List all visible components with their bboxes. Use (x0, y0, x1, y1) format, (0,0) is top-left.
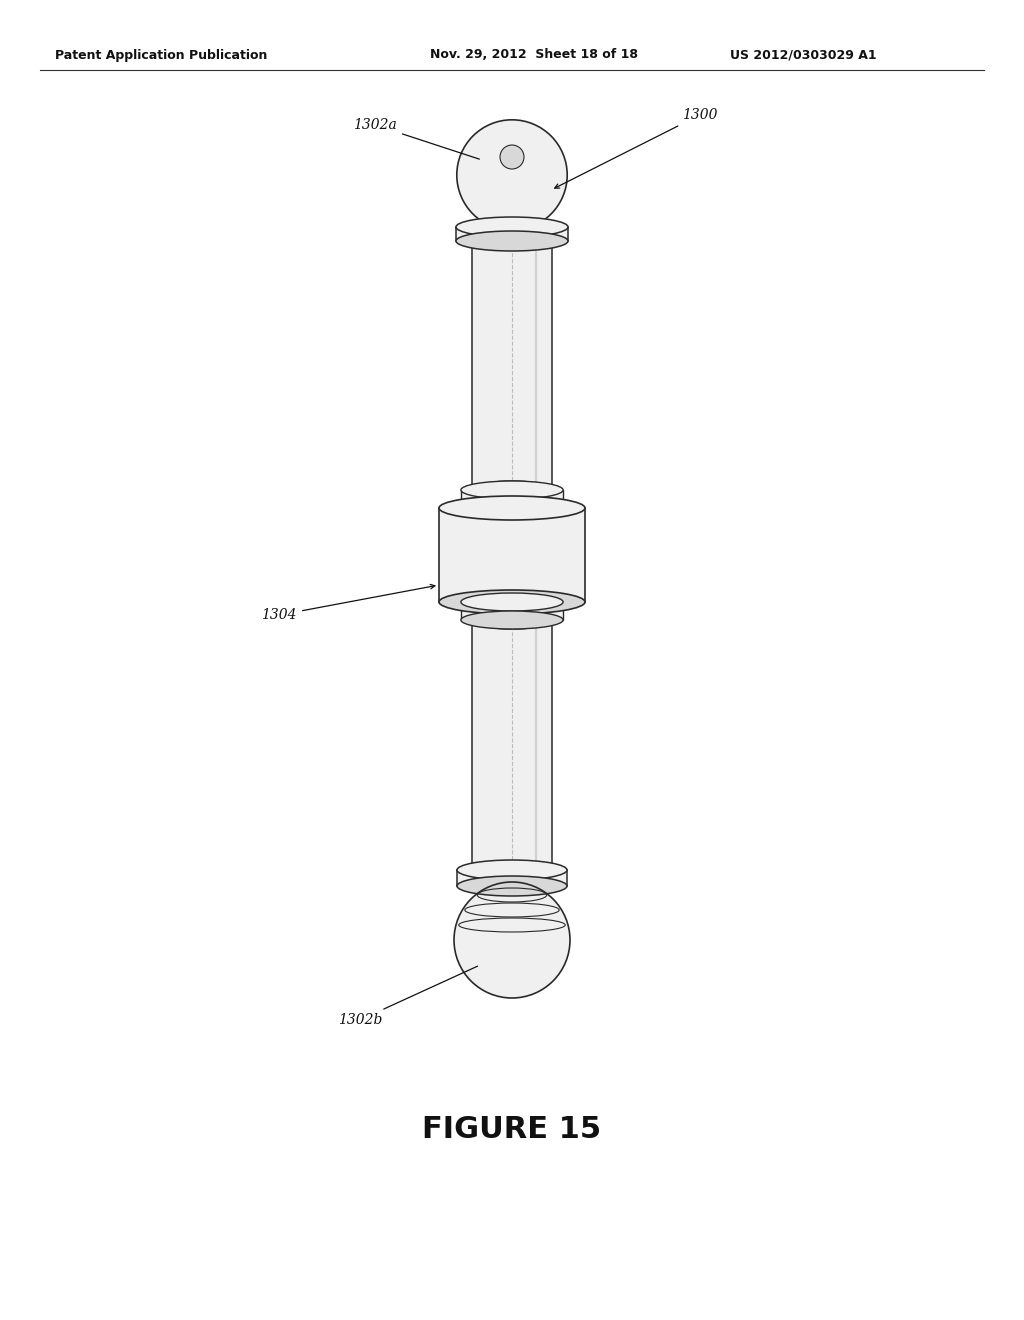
Text: 1304: 1304 (261, 585, 435, 622)
Circle shape (457, 120, 567, 230)
Ellipse shape (461, 499, 563, 517)
Ellipse shape (456, 231, 568, 251)
Text: Nov. 29, 2012  Sheet 18 of 18: Nov. 29, 2012 Sheet 18 of 18 (430, 49, 638, 62)
Ellipse shape (457, 876, 567, 896)
Ellipse shape (439, 496, 585, 520)
Text: US 2012/0303029 A1: US 2012/0303029 A1 (730, 49, 877, 62)
Ellipse shape (439, 590, 585, 614)
Bar (439, 508, 585, 602)
Text: Patent Application Publication: Patent Application Publication (55, 49, 267, 62)
Circle shape (454, 882, 570, 998)
Ellipse shape (461, 611, 563, 630)
Text: 1302a: 1302a (353, 117, 479, 160)
Ellipse shape (472, 861, 552, 879)
Ellipse shape (472, 232, 552, 249)
Text: 1300: 1300 (555, 108, 718, 189)
Ellipse shape (472, 611, 552, 630)
Bar (461, 602, 563, 620)
Text: FIGURE 15: FIGURE 15 (423, 1115, 601, 1144)
Ellipse shape (461, 593, 563, 611)
Circle shape (500, 145, 524, 169)
Text: 1302b: 1302b (338, 966, 477, 1027)
Bar (456, 227, 568, 242)
Bar (472, 620, 552, 870)
Bar (457, 870, 567, 886)
Bar (472, 242, 552, 490)
Ellipse shape (457, 861, 567, 880)
Ellipse shape (461, 480, 563, 499)
Bar (461, 490, 563, 508)
Ellipse shape (472, 480, 552, 499)
Ellipse shape (456, 216, 568, 238)
